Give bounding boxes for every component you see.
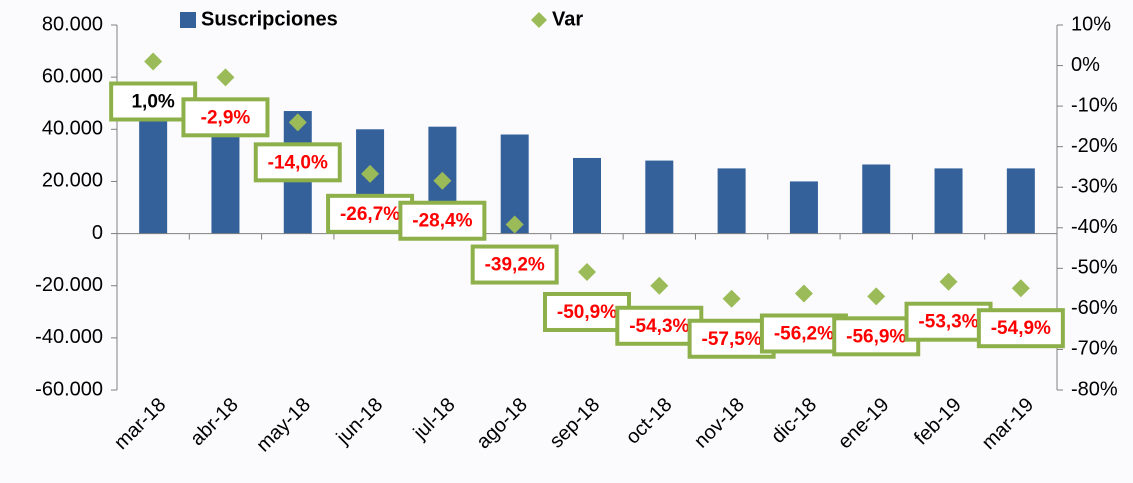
diamond-marker — [144, 52, 163, 71]
legend-label: Suscripciones — [201, 8, 338, 30]
y2-tick-label: -40% — [1071, 216, 1118, 238]
data-label: -2,9% — [201, 107, 251, 128]
data-label-box — [904, 301, 993, 342]
data-label-box — [253, 142, 342, 183]
diamond-marker — [650, 276, 669, 295]
bar — [211, 121, 240, 234]
bar — [1006, 168, 1035, 234]
y2-tick-label: -20% — [1071, 135, 1118, 157]
bar — [862, 164, 891, 234]
y-tick-label: -60.000 — [35, 378, 103, 400]
data-label: -54,3% — [629, 316, 689, 337]
data-label: -53,3% — [918, 312, 978, 333]
data-label: -14,0% — [268, 152, 328, 173]
data-label: -28,4% — [412, 211, 472, 232]
data-label: -57,5% — [702, 329, 762, 350]
diamond-marker — [939, 272, 958, 291]
diamond-marker — [578, 262, 596, 281]
data-label-box — [398, 200, 487, 241]
y-tick-label: -20.000 — [35, 274, 103, 296]
data-label-box — [470, 244, 559, 285]
data-label: -54,9% — [991, 318, 1051, 339]
y-tick-label: 20.000 — [42, 170, 103, 192]
diamond-marker — [794, 284, 813, 303]
data-label-box — [326, 193, 415, 234]
diamond-marker — [1011, 279, 1030, 298]
data-label-box — [181, 97, 270, 138]
bar — [573, 157, 601, 234]
y2-tick-label: -10% — [1071, 94, 1118, 116]
bar — [645, 160, 674, 234]
y2-tick-label: -80% — [1071, 378, 1118, 400]
diamond-marker — [216, 68, 235, 87]
y2-tick-label: -70% — [1071, 338, 1118, 360]
bar — [934, 168, 963, 234]
data-label: -56,9% — [846, 326, 906, 347]
legend-swatch — [531, 12, 547, 28]
diamond-marker — [288, 113, 307, 132]
data-label: 1,0% — [131, 92, 174, 113]
y2-tick-label: -60% — [1071, 297, 1118, 319]
data-label: -26,7% — [340, 204, 400, 225]
y2-tick-label: -50% — [1071, 257, 1118, 279]
diamond-marker — [505, 215, 524, 234]
y2-tick-label: -30% — [1071, 176, 1118, 198]
y-tick-label: 80.000 — [42, 13, 103, 35]
diamond-marker — [722, 289, 741, 308]
data-label: -39,2% — [485, 255, 545, 276]
y-tick-label: -40.000 — [35, 326, 103, 348]
diamond-marker — [867, 287, 886, 306]
diamond-marker — [361, 164, 380, 183]
y2-tick-label: 10% — [1071, 13, 1111, 35]
data-label-box — [109, 81, 198, 122]
data-label-box — [976, 308, 1065, 349]
y2-tick-label: 0% — [1071, 54, 1100, 76]
bar — [789, 181, 818, 234]
bar — [717, 168, 746, 234]
legend-label: Var — [552, 8, 583, 30]
y-tick-label: 40.000 — [42, 118, 103, 140]
diamond-marker — [433, 171, 452, 190]
y-tick-label: 0 — [92, 222, 103, 244]
data-label: -56,2% — [774, 323, 834, 344]
bar — [139, 116, 168, 234]
data-label-box — [832, 316, 921, 357]
legend-swatch — [180, 12, 196, 28]
y-tick-label: 60.000 — [42, 65, 103, 87]
data-label: -50,9% — [557, 302, 617, 323]
